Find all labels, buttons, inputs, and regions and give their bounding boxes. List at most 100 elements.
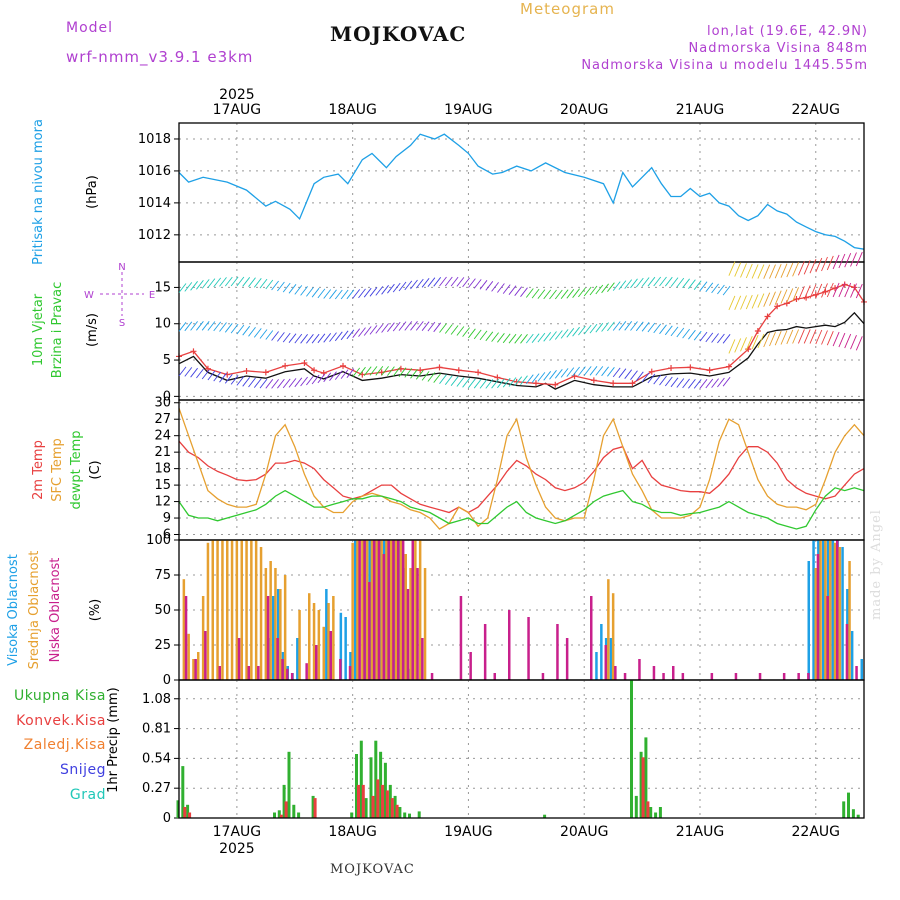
panel-pressure: 1012 1014 1016 1018 <box>138 122 865 263</box>
wind-barb <box>682 328 690 339</box>
model-name: wrf-nmm_v3.9.1 e3km <box>66 48 254 66</box>
bar-clouds <box>356 540 359 680</box>
panel-wind: 0 5 10 15 <box>154 261 867 404</box>
bar-precip <box>408 813 411 818</box>
bar-clouds <box>797 673 800 680</box>
wind-barb <box>525 333 534 344</box>
bar-clouds <box>681 673 685 680</box>
wind-barb <box>693 330 702 341</box>
wind-barb <box>705 332 714 343</box>
model-elevation-text: Nadmorska Visina u modelu 1445.55m <box>581 58 868 73</box>
wind-barb <box>647 276 656 287</box>
wind-barb <box>537 372 546 382</box>
wind-barb <box>850 335 857 350</box>
bar-precip <box>282 784 286 818</box>
wind-barb <box>803 285 811 300</box>
wind-barb <box>844 333 852 349</box>
wind-barb <box>196 321 204 331</box>
wind-barb <box>780 289 788 304</box>
gust-marker <box>706 367 713 374</box>
wind-barb <box>659 375 667 386</box>
wind-barb <box>705 378 714 389</box>
bar-clouds <box>351 542 354 680</box>
gust-marker <box>475 369 482 376</box>
wind-barb <box>178 322 187 332</box>
bar-clouds <box>272 596 275 680</box>
wind-barb <box>688 379 696 389</box>
wind-barb <box>207 278 216 288</box>
wind-barb <box>821 256 828 272</box>
gust-marker <box>262 369 269 376</box>
high-cloud-title: Visoka Oblacnost <box>6 554 21 666</box>
gust-marker <box>311 367 318 374</box>
wind-barb <box>259 378 268 389</box>
wind-barb <box>363 287 372 298</box>
bar-precip <box>355 754 358 818</box>
wind-barb <box>265 379 274 389</box>
wind-barb <box>647 373 656 384</box>
bar-precip <box>847 792 850 818</box>
wind-barb <box>670 277 679 287</box>
ytick-label: 15 <box>154 280 171 295</box>
wind-barb <box>485 379 494 389</box>
wind-barb <box>271 379 279 389</box>
bar-precip <box>658 807 662 818</box>
wind-barb <box>792 329 800 344</box>
compass-w: W <box>84 290 94 301</box>
wind-barb <box>699 331 708 342</box>
bar-clouds <box>370 540 374 680</box>
wind-barb <box>439 276 447 287</box>
gust-marker <box>822 288 829 295</box>
legend-total: Ukupna Kisa <box>14 688 106 704</box>
wind-barb <box>387 322 395 332</box>
series-brzina-vjetra <box>178 311 865 390</box>
bar-clouds <box>812 540 815 680</box>
ytick-label: 12 <box>154 495 171 510</box>
wind-barb <box>479 330 488 341</box>
wind-barb <box>774 290 782 305</box>
wind-barb <box>786 262 794 278</box>
series-2m-temp <box>178 440 865 514</box>
bar-clouds <box>235 540 239 680</box>
bar-clouds <box>734 673 738 680</box>
wind-barb <box>242 377 251 387</box>
wind-barb <box>242 325 251 336</box>
bar-clouds <box>348 666 352 680</box>
wind-barb <box>277 281 285 292</box>
wind-barb <box>641 372 650 383</box>
bar-clouds <box>332 596 335 680</box>
wind-barb <box>497 283 505 293</box>
wind-barb <box>288 284 297 294</box>
wind-barb <box>282 332 291 343</box>
ytick-label: 1014 <box>138 196 171 211</box>
wind-axis-title-1: 10m Vjetar <box>31 293 46 366</box>
bar-clouds <box>527 617 530 680</box>
bar-clouds <box>710 673 714 680</box>
gust-marker <box>812 291 819 298</box>
bar-clouds <box>317 610 321 680</box>
wind-barb <box>282 282 291 293</box>
wind-barb <box>693 280 702 290</box>
wind-barb <box>340 289 349 300</box>
bar-clouds <box>368 582 371 680</box>
wind-barb <box>317 288 326 299</box>
bar-clouds <box>600 624 603 680</box>
bar-clouds <box>782 673 786 680</box>
panel-frame <box>178 399 865 541</box>
wind-barb <box>803 329 811 344</box>
bar-clouds <box>315 645 318 680</box>
wind-barb <box>832 282 840 298</box>
wind-barb <box>682 378 690 389</box>
wind-barb <box>769 331 776 347</box>
bar-precip <box>181 766 185 818</box>
gust-marker <box>436 364 443 371</box>
wind-barb <box>537 332 546 343</box>
gust-marker <box>190 348 197 355</box>
wind-barb <box>722 334 731 344</box>
bar-precip <box>381 784 385 818</box>
ytick-label: 1012 <box>138 228 171 243</box>
wind-barb <box>699 379 708 389</box>
wind-barb <box>711 283 719 294</box>
wind-barb <box>595 366 604 376</box>
